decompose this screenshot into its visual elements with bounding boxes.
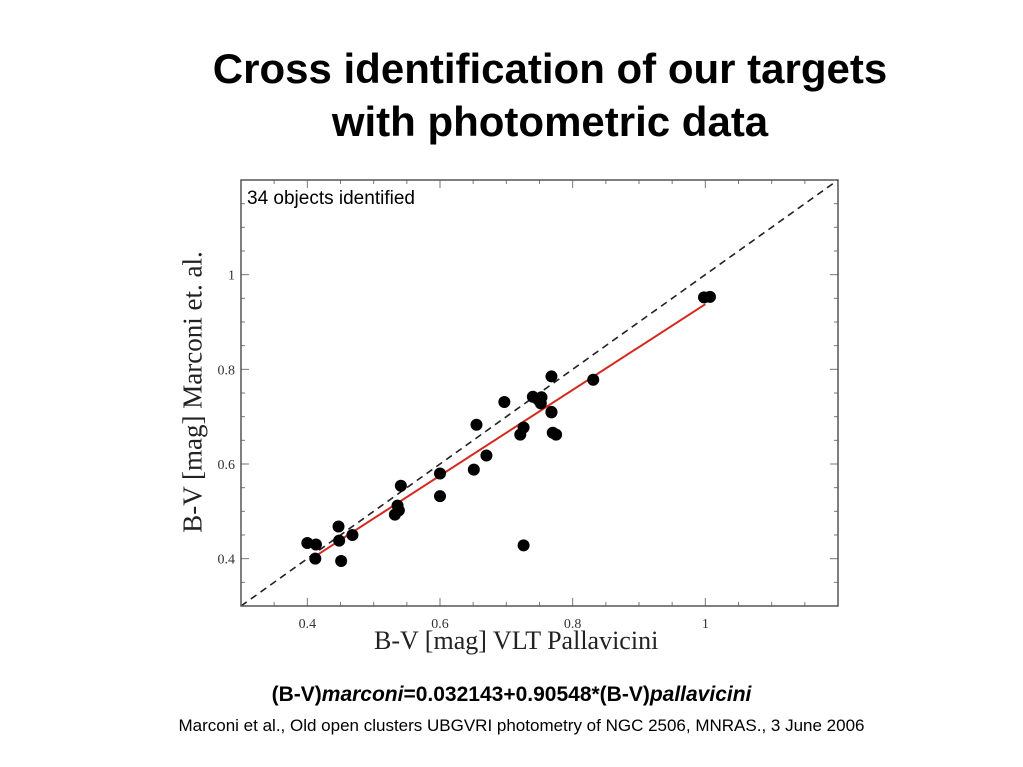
formula-part-2: marconi [321, 683, 404, 706]
title-line-1: Cross identification of our targets [212, 45, 888, 92]
data-point [309, 552, 322, 565]
x-tick-label: 0.6 [431, 617, 449, 632]
y-tick-label: 1 [228, 269, 235, 284]
formula-part-1: (B-V) [271, 683, 322, 706]
data-point [545, 370, 558, 383]
regression-formula: (B-V)marconi=0.032143+0.90548*(B-V)palla… [0, 683, 1023, 707]
data-point [587, 373, 600, 386]
slide-title: Cross identification of our targets with… [120, 42, 980, 148]
x-tick-label: 0.8 [564, 617, 582, 632]
chart-annotation: 34 objects identified [247, 188, 415, 209]
y-axis-label: B-V [mag] Marconi et. al. [177, 251, 208, 533]
data-point [517, 421, 530, 434]
data-point [335, 555, 348, 568]
data-point [498, 395, 511, 408]
formula-part-4: pallavicini [649, 683, 752, 706]
x-axis-label: B-V [mag] VLT Pallavicini [374, 626, 659, 655]
fit-line [313, 303, 706, 558]
y-tick-label: 0.6 [218, 458, 236, 473]
data-point [535, 391, 548, 404]
y-tick-label: 0.8 [218, 363, 236, 378]
data-point [392, 504, 405, 517]
x-tick-label: 0.4 [299, 617, 317, 632]
data-point [480, 449, 493, 462]
data-point [467, 463, 480, 476]
data-point [545, 406, 558, 419]
x-tick-label: 1 [702, 617, 709, 632]
citation: Marconi et al., Old open clusters UBGVRI… [178, 716, 865, 735]
plot-frame [240, 179, 839, 607]
data-point [434, 490, 446, 503]
data-point [434, 467, 446, 480]
data-point [346, 529, 359, 541]
data-point [394, 479, 407, 492]
title-line-2: with photometric data [331, 98, 769, 145]
data-point [333, 534, 346, 547]
data-point [517, 539, 530, 552]
data-point [332, 520, 345, 533]
data-point [309, 538, 322, 551]
data-point [550, 428, 563, 441]
data-point [470, 418, 483, 431]
data-point [703, 290, 716, 303]
y-tick-label: 0.4 [218, 553, 236, 568]
formula-part-3: =0.032143+0.90548*(B-V) [403, 683, 650, 706]
